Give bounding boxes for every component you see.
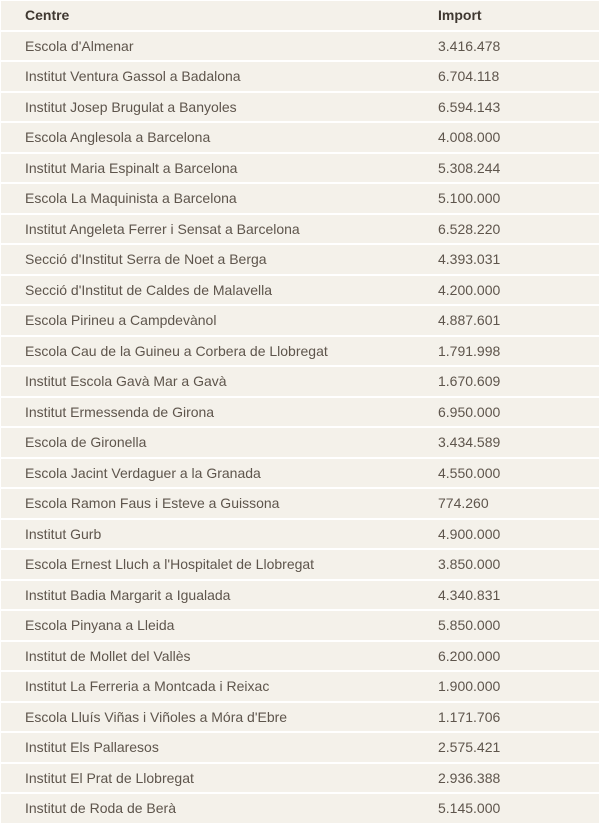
table-row: Institut de Roda de Berà 5.145.000 (1, 794, 599, 823)
table-row: Institut Maria Espinalt a Barcelona 5.308… (1, 153, 599, 182)
import-cell: 5.850.000 (438, 611, 599, 640)
centre-cell: Institut El Prat de Llobregat (1, 763, 438, 792)
import-cell: 1.171.706 (438, 702, 599, 731)
centre-cell: Escola d'Almenar (1, 31, 438, 60)
centre-cell: Escola La Maquinista a Barcelona (1, 184, 438, 213)
import-cell: 4.200.000 (438, 275, 599, 304)
import-cell: 2.936.388 (438, 763, 599, 792)
import-cell: 6.528.220 (438, 214, 599, 243)
table-header-row: Centre Import (1, 1, 599, 30)
centre-cell: Escola Cau de la Guineu a Corbera de Llo… (1, 336, 438, 365)
table-row: Escola de Gironella 3.434.589 (1, 428, 599, 457)
centre-cell: Institut Els Pallaresos (1, 733, 438, 762)
centre-cell: Institut Ermessenda de Girona (1, 397, 438, 426)
import-cell: 1.670.609 (438, 367, 599, 396)
centre-cell: Escola Anglesola a Barcelona (1, 123, 438, 152)
centre-cell: Escola Pirineu a Campdevànol (1, 306, 438, 335)
import-cell: 4.900.000 (438, 519, 599, 548)
centre-cell: Escola Ernest Lluch a l'Hospitalet de Ll… (1, 550, 438, 579)
import-cell: 6.950.000 (438, 397, 599, 426)
centre-cell: Escola Jacint Verdaguer a la Granada (1, 458, 438, 487)
centre-cell: Institut Angeleta Ferrer i Sensat a Barc… (1, 214, 438, 243)
import-cell: 1.900.000 (438, 672, 599, 701)
table-row: Institut Badia Margarit a Igualada 4.340.… (1, 580, 599, 609)
table-row: Secció d'Institut Serra de Noet a Berga 4… (1, 245, 599, 274)
table-row: Escola Pinyana a Lleida 5.850.000 (1, 611, 599, 640)
centre-cell: Escola Lluís Viñas i Viñoles a Móra d'Eb… (1, 702, 438, 731)
centre-cell: Escola Ramon Faus i Esteve a Guissona (1, 489, 438, 518)
table-row: Escola Lluís Viñas i Viñoles a Móra d'Eb… (1, 702, 599, 731)
import-cell: 6.200.000 (438, 641, 599, 670)
centre-cell: Institut Gurb (1, 519, 438, 548)
column-header-import: Import (438, 1, 599, 30)
table-row: Institut Escola Gavà Mar a Gavà 1.670.609 (1, 367, 599, 396)
column-header-centre: Centre (1, 1, 438, 30)
table-row: Escola Pirineu a Campdevànol 4.887.601 (1, 306, 599, 335)
table-row: Institut Ermessenda de Girona 6.950.000 (1, 397, 599, 426)
import-cell: 3.850.000 (438, 550, 599, 579)
table-row: Escola d'Almenar 3.416.478 (1, 31, 599, 60)
table-row: Institut Ventura Gassol a Badalona 6.704.… (1, 62, 599, 91)
centre-cell: Institut de Roda de Berà (1, 794, 438, 823)
import-cell: 4.008.000 (438, 123, 599, 152)
table-row: Institut de Mollet del Vallès 6.200.000 (1, 641, 599, 670)
centre-cell: Escola de Gironella (1, 428, 438, 457)
table-row: Escola Jacint Verdaguer a la Granada 4.55… (1, 458, 599, 487)
import-cell: 1.791.998 (438, 336, 599, 365)
centre-cell: Institut La Ferreria a Montcada i Reixac (1, 672, 438, 701)
centre-cell: Institut Badia Margarit a Igualada (1, 580, 438, 609)
centre-cell: Institut Ventura Gassol a Badalona (1, 62, 438, 91)
centre-cell: Secció d'Institut de Caldes de Malavella (1, 275, 438, 304)
table-row: Institut Gurb 4.900.000 (1, 519, 599, 548)
import-cell: 4.887.601 (438, 306, 599, 335)
centre-cell: Institut de Mollet del Vallès (1, 641, 438, 670)
import-cell: 4.550.000 (438, 458, 599, 487)
import-cell: 4.340.831 (438, 580, 599, 609)
centre-cell: Institut Josep Brugulat a Banyoles (1, 92, 438, 121)
table-row: Escola Ramon Faus i Esteve a Guissona 774… (1, 489, 599, 518)
import-cell: 6.704.118 (438, 62, 599, 91)
table-row: Institut El Prat de Llobregat 2.936.388 (1, 763, 599, 792)
table-row: Escola Cau de la Guineu a Corbera de Llo… (1, 336, 599, 365)
import-cell: 3.416.478 (438, 31, 599, 60)
import-cell: 2.575.421 (438, 733, 599, 762)
centre-cell: Escola Pinyana a Lleida (1, 611, 438, 640)
import-cell: 774.260 (438, 489, 599, 518)
centre-cell: Institut Maria Espinalt a Barcelona (1, 153, 438, 182)
import-cell: 5.100.000 (438, 184, 599, 213)
centre-cell: Secció d'Institut Serra de Noet a Berga (1, 245, 438, 274)
table-row: Escola Anglesola a Barcelona 4.008.000 (1, 123, 599, 152)
centre-cell: Institut Escola Gavà Mar a Gavà (1, 367, 438, 396)
import-cell: 5.308.244 (438, 153, 599, 182)
table-row: Escola Ernest Lluch a l'Hospitalet de Ll… (1, 550, 599, 579)
table-row: Escola La Maquinista a Barcelona 5.100.00… (1, 184, 599, 213)
import-cell: 3.434.589 (438, 428, 599, 457)
table-row: Institut La Ferreria a Montcada i Reixac… (1, 672, 599, 701)
import-cell: 4.393.031 (438, 245, 599, 274)
table-row: Institut Angeleta Ferrer i Sensat a Barc… (1, 214, 599, 243)
table-row: Institut Josep Brugulat a Banyoles 6.594.… (1, 92, 599, 121)
import-cell: 6.594.143 (438, 92, 599, 121)
import-cell: 5.145.000 (438, 794, 599, 823)
table-row: Institut Els Pallaresos 2.575.421 (1, 733, 599, 762)
table-row: Secció d'Institut de Caldes de Malavella… (1, 275, 599, 304)
